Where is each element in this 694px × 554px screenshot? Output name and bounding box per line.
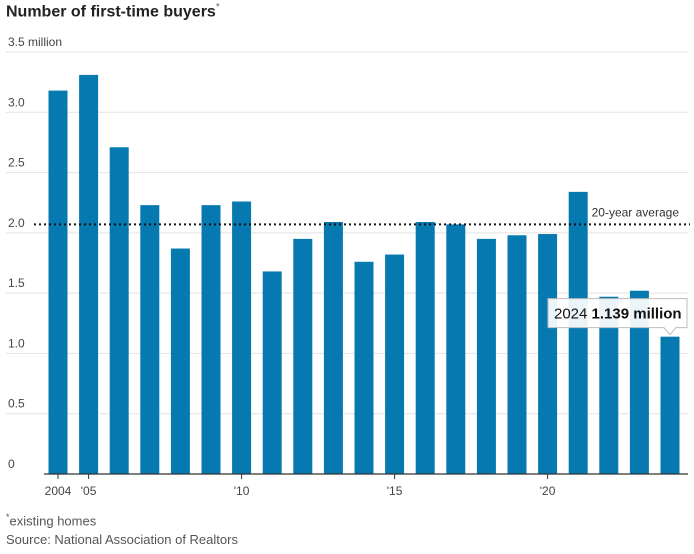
bar-2013 [323, 222, 343, 474]
bar-2016 [415, 222, 435, 474]
title-asterisk: * [215, 2, 220, 13]
x-tick-label: 2004 [45, 484, 72, 498]
bar-2008 [170, 248, 190, 474]
bar-2015 [385, 254, 405, 474]
footnote-text: existing homes [9, 513, 97, 529]
bar-2004 [48, 90, 68, 474]
callout-box [547, 298, 688, 336]
y-tick-label: 0.5 [8, 397, 25, 411]
callout-year: 2024 [554, 306, 592, 323]
callout-value: 1.139 million [592, 306, 682, 323]
bar-2007 [140, 205, 160, 474]
bar-2017 [446, 224, 466, 474]
x-tick-label: '05 [81, 484, 97, 498]
chart-title-text: Number of first-time buyers [6, 3, 216, 21]
bar-2005 [79, 74, 99, 474]
x-tick-label: '15 [387, 484, 403, 498]
callout-2024: 2024 1.139 million [547, 298, 688, 336]
footnote-asterisk: * [6, 512, 10, 522]
footnote: *existing homes [6, 512, 96, 528]
x-tick-label: '10 [234, 484, 250, 498]
bar-2021 [568, 191, 588, 474]
average-label: 20-year average [592, 205, 680, 219]
bar-2024 [660, 336, 680, 474]
bar-2018 [476, 238, 496, 474]
y-tick-label: 3.5 million [8, 35, 62, 49]
bar-chart: 0 0.5 1.0 1.5 2.0 2.5 3.0 3.5 million 2004 '05 '10… [6, 35, 690, 498]
bar-2019 [507, 235, 527, 474]
bar-2020 [538, 234, 558, 474]
bar-2012 [293, 238, 313, 474]
bar-2022 [599, 296, 619, 474]
source-note: Source: National Association of Realtors [6, 532, 238, 547]
y-tick-label: 1.5 [8, 276, 25, 290]
bar-2011 [262, 271, 282, 474]
x-tick-label: '20 [540, 484, 556, 498]
bar-2006 [109, 147, 129, 474]
y-tick-label: 1.0 [8, 336, 25, 350]
callout-label: 2024 1.139 million [554, 306, 682, 323]
y-tick-label: 3.0 [8, 95, 25, 109]
bar-2009 [201, 205, 221, 474]
y-tick-label: 2.5 [8, 156, 25, 170]
bar-2023 [629, 290, 649, 474]
bar-2014 [354, 261, 374, 474]
y-tick-label: 0 [8, 457, 15, 471]
bar-2010 [232, 201, 252, 474]
chart-title: Number of first-time buyers* [6, 2, 220, 21]
y-tick-label: 2.0 [8, 216, 25, 230]
